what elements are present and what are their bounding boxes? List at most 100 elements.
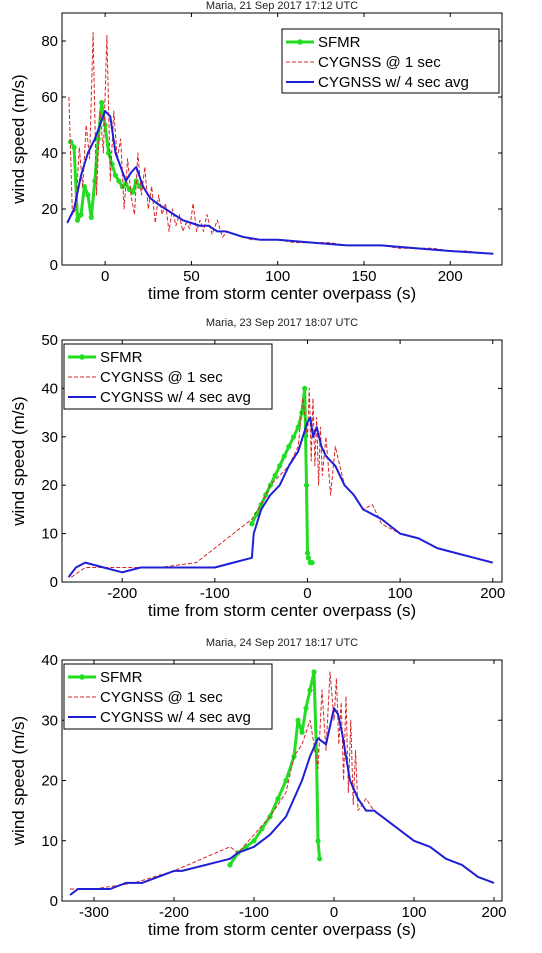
data-point-sfmr bbox=[317, 856, 323, 862]
data-point-sfmr bbox=[253, 511, 260, 517]
data-point-sfmr bbox=[303, 705, 309, 711]
y-tick-label: 0 bbox=[50, 893, 58, 910]
series-line-cygnss-4s bbox=[69, 707, 495, 896]
x-axis-label: time from storm center overpass (s) bbox=[148, 920, 416, 939]
data-layer bbox=[69, 669, 495, 896]
data-point-sfmr bbox=[275, 796, 281, 802]
data-point-sfmr bbox=[99, 100, 105, 106]
x-tick-label: 0 bbox=[330, 904, 338, 921]
x-tick-label: 100 bbox=[265, 268, 290, 285]
data-point-sfmr bbox=[259, 826, 265, 832]
x-axis-label: time from storm center overpass (s) bbox=[148, 284, 416, 303]
x-tick-label: 0 bbox=[101, 268, 109, 285]
data-point-sfmr bbox=[78, 212, 84, 218]
data-point-sfmr bbox=[295, 717, 301, 723]
legend-marker-sfmr bbox=[79, 354, 85, 360]
y-tick-label: 40 bbox=[41, 652, 58, 669]
data-point-sfmr bbox=[283, 777, 289, 784]
legend-label-sfmr: SFMR bbox=[100, 349, 143, 366]
legend-marker-sfmr bbox=[79, 674, 85, 680]
data-point-sfmr bbox=[291, 434, 297, 440]
y-tick-label: 60 bbox=[41, 89, 58, 106]
legend: SFMR CYGNSS @ 1 sec CYGNSS w/ 4 sec avg bbox=[281, 28, 500, 94]
data-point-sfmr bbox=[272, 472, 278, 479]
data-point-sfmr bbox=[299, 729, 305, 735]
data-point-sfmr bbox=[277, 463, 283, 469]
x-tick-label: -100 bbox=[200, 585, 230, 602]
data-point-sfmr bbox=[71, 144, 77, 150]
data-point-sfmr bbox=[116, 178, 122, 184]
y-tick-label: 40 bbox=[41, 145, 58, 162]
legend-label-cygnss-4s: CYGNSS w/ 4 sec avg bbox=[318, 74, 469, 91]
y-tick-label: 80 bbox=[41, 33, 58, 50]
chart-title: Maria, 23 Sep 2017 18:07 UTC bbox=[206, 317, 358, 329]
data-point-sfmr bbox=[286, 443, 292, 450]
data-point-sfmr bbox=[263, 492, 269, 498]
x-tick-label: 200 bbox=[480, 585, 505, 602]
x-tick-label: 100 bbox=[401, 904, 426, 921]
data-point-sfmr bbox=[227, 862, 233, 868]
data-point-sfmr bbox=[85, 192, 91, 198]
y-tick-label: 30 bbox=[41, 712, 58, 729]
y-tick-label: 40 bbox=[41, 380, 58, 397]
data-point-sfmr bbox=[304, 550, 311, 556]
legend-label-cygnss-1s: CYGNSS @ 1 sec bbox=[100, 369, 223, 386]
chart-title: Maria, 24 Sep 2017 18:17 UTC bbox=[206, 637, 358, 649]
x-tick-label: 0 bbox=[303, 585, 311, 602]
legend-marker-sfmr bbox=[297, 39, 303, 45]
legend-box bbox=[281, 28, 500, 94]
legend-box bbox=[63, 343, 273, 410]
legend-label-cygnss-4s: CYGNSS w/ 4 sec avg bbox=[100, 389, 251, 406]
y-tick-label: 10 bbox=[41, 833, 58, 850]
x-tick-label: 200 bbox=[438, 268, 463, 285]
legend: SFMR CYGNSS @ 1 sec CYGNSS w/ 4 sec avg bbox=[63, 663, 273, 730]
x-tick-label: 50 bbox=[183, 268, 200, 285]
y-axis-label: wind speed (m/s) bbox=[9, 74, 28, 204]
data-point-sfmr bbox=[295, 424, 301, 430]
legend-label-sfmr: SFMR bbox=[318, 34, 361, 51]
data-point-sfmr bbox=[309, 560, 315, 566]
data-point-sfmr bbox=[88, 214, 94, 220]
x-axis-label: time from storm center overpass (s) bbox=[148, 601, 416, 620]
x-tick-label: -200 bbox=[159, 904, 189, 921]
legend-label-cygnss-1s: CYGNSS @ 1 sec bbox=[318, 54, 441, 71]
y-tick-label: 20 bbox=[41, 201, 58, 218]
data-point-sfmr bbox=[74, 217, 81, 223]
data-point-sfmr bbox=[112, 172, 119, 178]
y-axis-label: wind speed (m/s) bbox=[9, 396, 28, 526]
y-tick-label: 0 bbox=[50, 574, 58, 591]
data-point-sfmr bbox=[311, 669, 317, 675]
x-tick-label: -200 bbox=[107, 585, 137, 602]
x-tick-label: -100 bbox=[239, 904, 269, 921]
y-tick-label: 0 bbox=[50, 257, 58, 274]
x-tick-label: 150 bbox=[351, 268, 376, 285]
data-point-sfmr bbox=[302, 385, 308, 391]
data-point-sfmr bbox=[305, 555, 311, 561]
series-line-cygnss-4s bbox=[66, 110, 494, 255]
x-tick-label: -300 bbox=[79, 904, 109, 921]
legend-label-cygnss-1s: CYGNSS @ 1 sec bbox=[100, 689, 223, 706]
data-point-sfmr bbox=[102, 122, 108, 128]
series-line-cygnss-4s bbox=[67, 416, 493, 578]
chart-panel-2: Maria, 23 Sep 2017 18:07 UTC -200 -100 0 10 0… bbox=[9, 317, 505, 620]
y-tick-label: 10 bbox=[41, 526, 58, 543]
data-layer bbox=[67, 385, 493, 578]
data-point-sfmr bbox=[130, 189, 136, 195]
data-point-sfmr bbox=[81, 184, 87, 190]
chart-panel-3: Maria, 24 Sep 2017 18:17 UTC -300 -200 -100… bbox=[9, 637, 507, 939]
series-line-cygnss-1s bbox=[71, 387, 493, 578]
y-tick-label: 30 bbox=[41, 429, 58, 446]
x-tick-label: 200 bbox=[481, 904, 506, 921]
chart-title: Maria, 21 Sep 2017 17:12 UTC bbox=[206, 0, 358, 12]
legend-label-sfmr: SFMR bbox=[100, 669, 143, 686]
y-tick-label: 50 bbox=[41, 332, 58, 349]
data-layer bbox=[66, 32, 494, 255]
y-axis-label: wind speed (m/s) bbox=[9, 716, 28, 846]
y-tick-label: 20 bbox=[41, 773, 58, 790]
data-point-sfmr bbox=[249, 521, 255, 527]
legend: SFMR CYGNSS @ 1 sec CYGNSS w/ 4 sec avg bbox=[63, 343, 273, 410]
data-point-sfmr bbox=[281, 453, 287, 459]
data-point-sfmr bbox=[303, 482, 310, 488]
